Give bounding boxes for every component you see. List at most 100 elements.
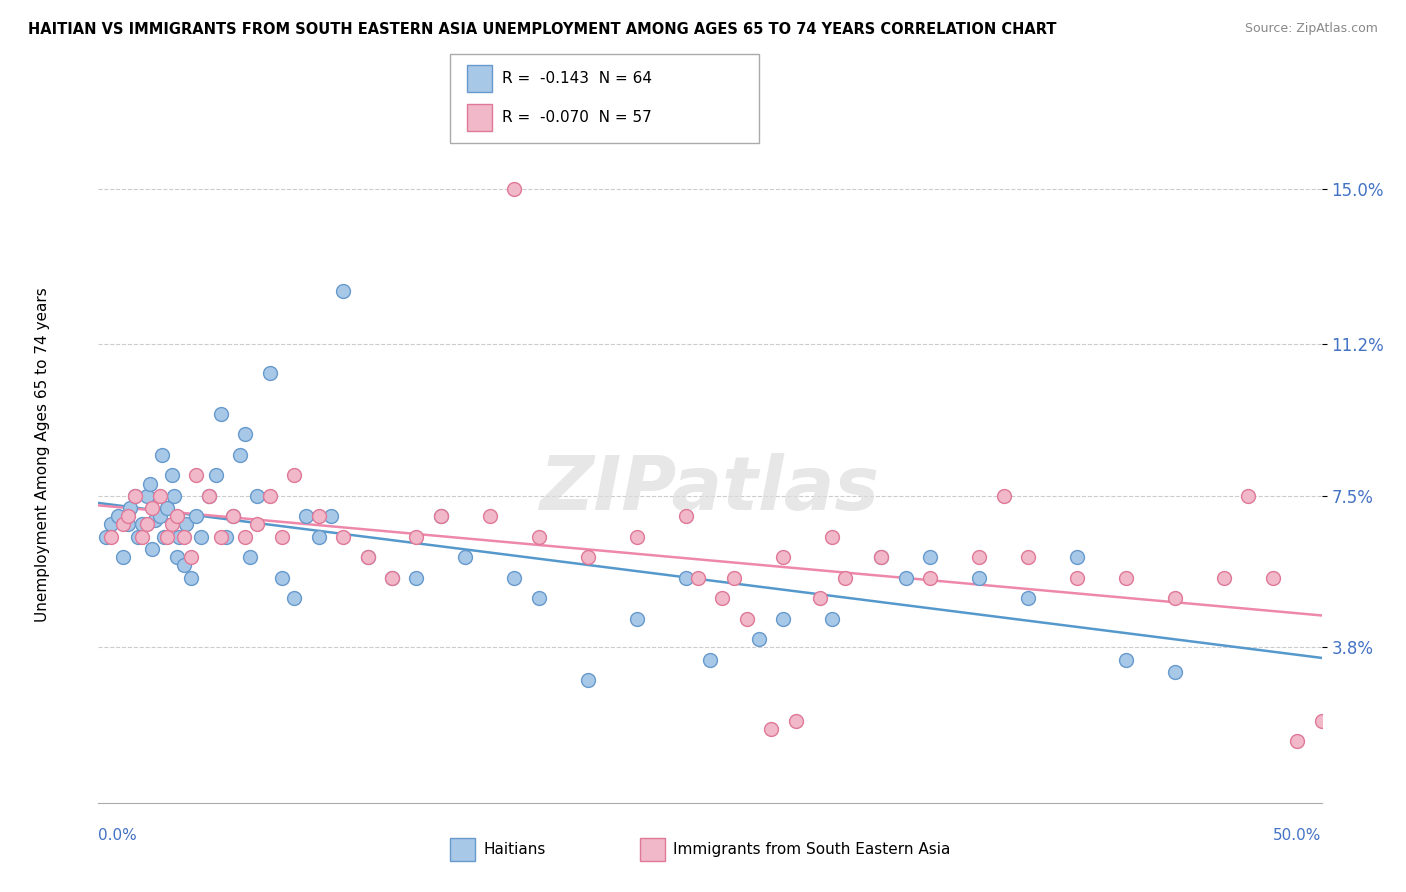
- Point: [259, 366, 281, 380]
- Point: [209, 407, 232, 421]
- Point: [308, 530, 330, 544]
- Point: [1237, 489, 1260, 503]
- Point: [735, 612, 758, 626]
- Point: [180, 550, 202, 565]
- Point: [239, 550, 262, 565]
- Text: R =  -0.143  N = 64: R = -0.143 N = 64: [502, 71, 652, 86]
- Point: [319, 509, 342, 524]
- Point: [111, 517, 134, 532]
- Point: [993, 489, 1015, 503]
- Point: [153, 530, 176, 544]
- Point: [141, 542, 163, 557]
- Point: [356, 550, 378, 565]
- Point: [173, 530, 195, 544]
- Point: [381, 571, 404, 585]
- Point: [1164, 665, 1187, 679]
- Point: [308, 509, 330, 524]
- Point: [675, 571, 697, 585]
- Text: 0.0%: 0.0%: [98, 828, 138, 843]
- Point: [454, 550, 477, 565]
- Point: [136, 489, 159, 503]
- Point: [107, 509, 129, 524]
- Point: [894, 571, 917, 585]
- Point: [139, 476, 162, 491]
- Point: [576, 550, 599, 565]
- Text: ZIPatlas: ZIPatlas: [540, 453, 880, 526]
- Point: [870, 550, 893, 565]
- Point: [1017, 591, 1039, 606]
- Point: [295, 509, 318, 524]
- Point: [761, 722, 783, 736]
- Point: [229, 448, 252, 462]
- Point: [1286, 734, 1309, 748]
- Point: [527, 530, 550, 544]
- Point: [270, 571, 294, 585]
- Point: [176, 517, 198, 532]
- Text: R =  -0.070  N = 57: R = -0.070 N = 57: [502, 111, 652, 125]
- Point: [772, 612, 794, 626]
- Point: [699, 652, 721, 666]
- Y-axis label: Unemployment Among Ages 65 to 74 years: Unemployment Among Ages 65 to 74 years: [35, 287, 49, 623]
- Point: [197, 489, 219, 503]
- Point: [149, 489, 172, 503]
- Point: [259, 489, 281, 503]
- Point: [131, 530, 153, 544]
- Point: [821, 612, 844, 626]
- Point: [748, 632, 770, 646]
- Point: [160, 468, 183, 483]
- Point: [205, 468, 228, 483]
- Point: [100, 517, 122, 532]
- Point: [167, 530, 190, 544]
- Point: [180, 571, 202, 585]
- Point: [821, 530, 844, 544]
- Text: 50.0%: 50.0%: [1274, 828, 1322, 843]
- Point: [808, 591, 831, 606]
- Point: [166, 550, 188, 565]
- Point: [150, 448, 173, 462]
- Point: [136, 517, 159, 532]
- Point: [723, 571, 745, 585]
- Point: [1310, 714, 1333, 728]
- Point: [920, 550, 942, 565]
- Point: [405, 530, 427, 544]
- Point: [156, 501, 179, 516]
- Point: [270, 530, 294, 544]
- Point: [870, 550, 893, 565]
- Point: [131, 517, 153, 532]
- Point: [675, 509, 697, 524]
- Point: [772, 550, 794, 565]
- Text: HAITIAN VS IMMIGRANTS FROM SOUTH EASTERN ASIA UNEMPLOYMENT AMONG AGES 65 TO 74 Y: HAITIAN VS IMMIGRANTS FROM SOUTH EASTERN…: [28, 22, 1057, 37]
- Point: [246, 489, 269, 503]
- Point: [332, 530, 354, 544]
- Point: [686, 571, 709, 585]
- Point: [124, 489, 146, 503]
- Point: [233, 530, 256, 544]
- Point: [111, 550, 134, 565]
- Point: [283, 591, 305, 606]
- Text: Haitians: Haitians: [484, 842, 546, 856]
- Point: [967, 550, 990, 565]
- Point: [156, 530, 179, 544]
- Point: [197, 489, 219, 503]
- Point: [117, 509, 139, 524]
- Point: [173, 558, 195, 573]
- Point: [478, 509, 501, 524]
- Point: [576, 673, 599, 687]
- Point: [127, 530, 149, 544]
- Point: [503, 571, 526, 585]
- Point: [94, 530, 117, 544]
- Point: [1115, 652, 1137, 666]
- Point: [967, 571, 990, 585]
- Point: [246, 517, 269, 532]
- Text: Source: ZipAtlas.com: Source: ZipAtlas.com: [1244, 22, 1378, 36]
- Point: [1261, 571, 1284, 585]
- Point: [381, 571, 404, 585]
- Point: [186, 468, 208, 483]
- Point: [332, 284, 354, 298]
- Point: [283, 468, 305, 483]
- Point: [1066, 571, 1088, 585]
- Point: [834, 571, 856, 585]
- Point: [626, 530, 648, 544]
- Point: [1017, 550, 1039, 565]
- Point: [124, 489, 146, 503]
